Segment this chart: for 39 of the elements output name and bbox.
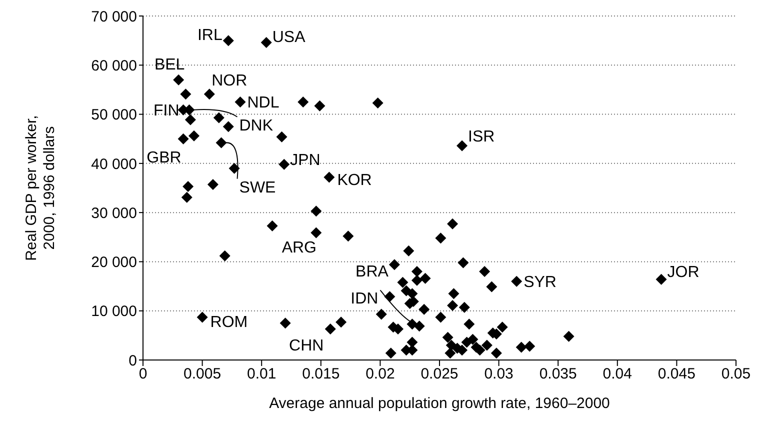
annotation: USA — [272, 29, 306, 46]
x-tick-label: 0.04 — [602, 366, 632, 383]
y-tick-label: 60 000 — [91, 57, 137, 74]
annotation: KOR — [337, 172, 372, 189]
y-tick-label: 20 000 — [91, 254, 137, 272]
x-tick-label: 0.025 — [420, 366, 458, 383]
annotation: BRA — [356, 263, 389, 280]
x-axis-title: Average annual population growth rate, 1960–2000 — [269, 395, 610, 412]
annotation: IDN — [350, 290, 378, 308]
y-tick-label: 50 000 — [91, 106, 137, 124]
annotation: SYR — [524, 274, 556, 291]
annotation: DNK — [239, 117, 274, 134]
annotation: ROM — [210, 314, 248, 331]
annotation: CHN — [289, 338, 324, 355]
annotation: JPN — [290, 152, 320, 170]
annotation: BEL — [154, 56, 185, 74]
annotation: FIN — [154, 102, 180, 120]
y-tick-label: 0 — [128, 352, 137, 370]
annotation: JOR — [667, 264, 700, 282]
annotation: IRL — [197, 27, 222, 44]
x-tick-label: 0.045 — [658, 366, 696, 383]
x-tick-label: 0.05 — [721, 366, 751, 383]
x-tick-label: 0.005 — [184, 366, 222, 383]
x-tick-label: 0.035 — [539, 366, 577, 383]
annotation: NOR — [212, 72, 248, 90]
y-tick-label: 30 000 — [91, 204, 137, 222]
x-tick-label: 0.01 — [247, 366, 276, 383]
y-tick-label: 70 000 — [91, 8, 137, 26]
y-tick-label: 40 000 — [91, 156, 137, 173]
annotation: GBR — [146, 149, 182, 166]
annotation: ISR — [468, 128, 495, 146]
x-tick-label: 0.015 — [302, 366, 340, 383]
x-tick-label: 0.03 — [484, 366, 514, 383]
annotation: SWE — [239, 179, 276, 196]
y-axis-title: Real GDP per worker, 2000, 1996 dollars — [23, 115, 58, 261]
x-tick-label: 0.02 — [366, 366, 395, 383]
annotation: NDL — [247, 94, 280, 112]
annotation: ARG — [282, 239, 316, 256]
y-tick-label: 10 000 — [91, 303, 137, 320]
